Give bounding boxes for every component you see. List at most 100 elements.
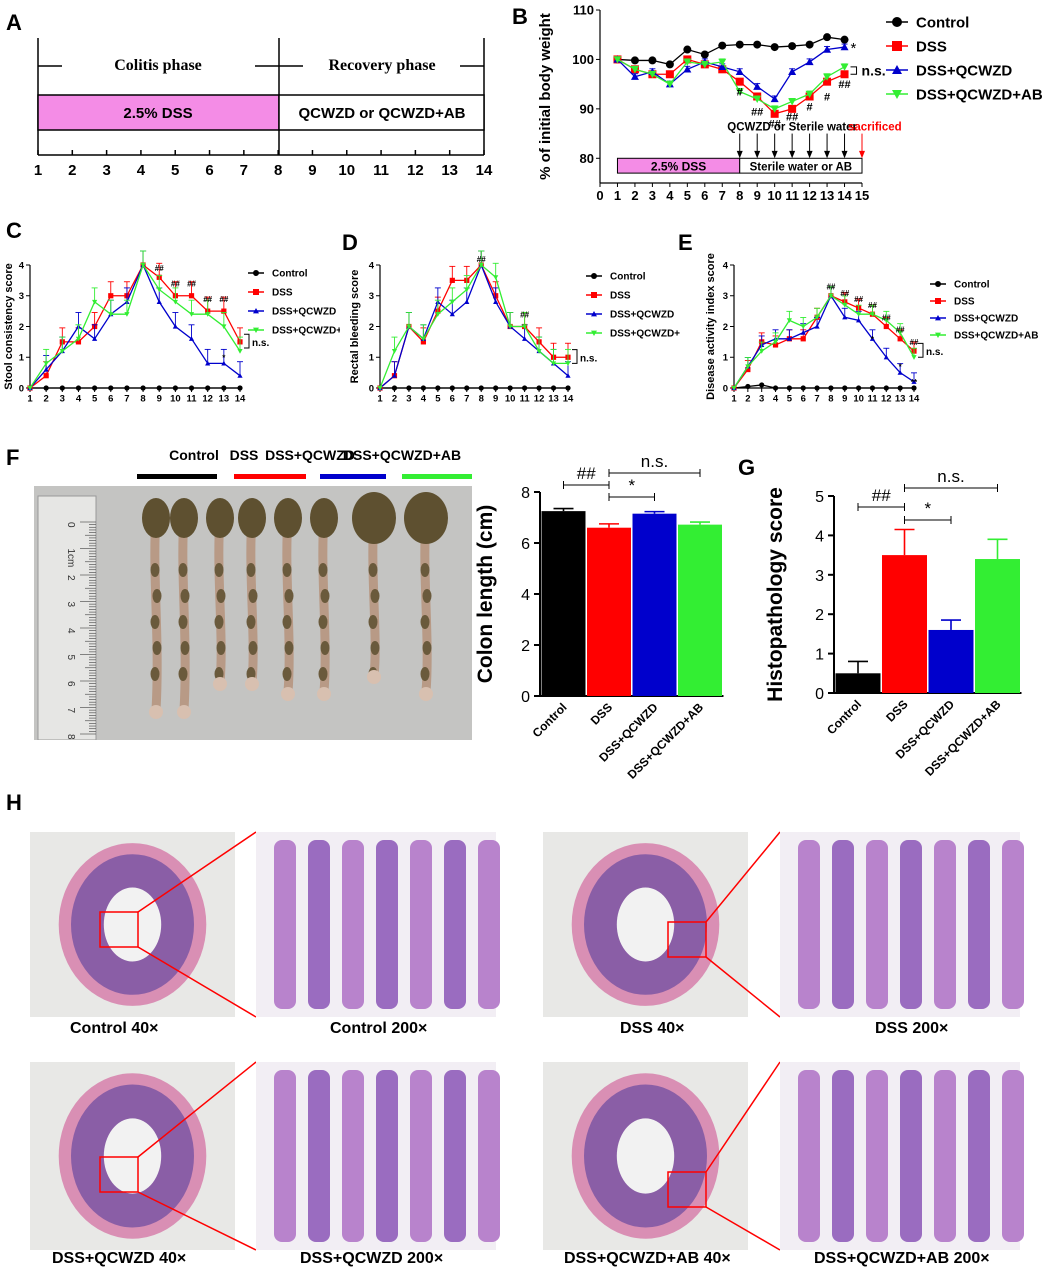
x-tick-label: 3 — [406, 394, 411, 405]
y-tick-label: 90 — [580, 101, 594, 116]
data-point — [630, 72, 639, 80]
data-point — [237, 385, 243, 391]
data-point — [406, 385, 412, 391]
x-tick-label: 12 — [881, 394, 892, 405]
x-tick-label: 1 — [614, 188, 621, 203]
x-tick-label: 9 — [157, 394, 162, 405]
legend-marker — [253, 308, 259, 314]
data-point — [770, 43, 779, 52]
data-point — [59, 349, 65, 354]
fecal-pellet — [178, 667, 188, 681]
crypt — [968, 1070, 990, 1242]
x-tick-label: 9 — [493, 394, 498, 405]
data-point — [124, 385, 130, 391]
x-tick-label: 14 — [837, 188, 852, 203]
fecal-pellet — [368, 615, 378, 629]
data-point — [522, 385, 528, 391]
x-tick-label: 0 — [596, 188, 603, 203]
ruler-label: 1cm — [65, 549, 76, 568]
crypt — [410, 840, 432, 1009]
data-point — [828, 293, 834, 299]
x-tick-label: 10 — [505, 394, 516, 405]
data-point — [92, 336, 98, 341]
x-tick-label: 5 — [435, 394, 441, 405]
y-tick-label: 1 — [369, 353, 375, 364]
data-point — [842, 302, 848, 308]
dosing-arrow-head — [771, 150, 778, 159]
data-point — [788, 67, 797, 75]
series-line — [29, 263, 241, 389]
day-label: 2 — [68, 162, 76, 179]
lumen — [103, 887, 162, 962]
colitis-phase-label: Colitis phase — [114, 57, 202, 74]
x-tick-label: 5 — [684, 188, 691, 203]
x-tick-label: 1 — [731, 394, 737, 405]
significance-hash: ## — [520, 310, 529, 319]
data-point — [753, 95, 762, 103]
series-3 — [731, 286, 917, 391]
zoom-region — [667, 921, 707, 958]
fecal-pellet — [178, 563, 188, 577]
data-point — [449, 299, 455, 305]
x-tick-label: 8 — [479, 394, 484, 405]
data-point — [745, 383, 751, 390]
ns-label: n.s. — [252, 338, 269, 349]
dosing-arrow-head — [789, 150, 796, 159]
data-point — [745, 366, 751, 373]
data-point — [205, 360, 211, 366]
crypt — [866, 840, 888, 1009]
data-point — [507, 324, 513, 330]
y-tick-label: 0 — [815, 686, 824, 703]
crypt — [308, 840, 330, 1009]
cecum — [310, 498, 338, 538]
fecal-pellet — [248, 641, 258, 655]
photo-label-qcwzd-ab: DSS+QCWZD+AB — [343, 447, 461, 463]
fecal-pellet — [180, 589, 190, 603]
data-point — [435, 385, 441, 391]
significance-hash: ## — [826, 283, 835, 292]
data-point — [718, 62, 727, 71]
x-tick-label: 7 — [464, 394, 469, 405]
fecal-pellet — [318, 563, 328, 577]
data-point — [156, 385, 162, 391]
legend-marker — [253, 289, 259, 295]
y-tick-label: 8 — [521, 485, 530, 502]
x-tick-label: Control — [530, 700, 570, 740]
day-label: 7 — [240, 162, 248, 179]
photo-label-dss: DSS — [230, 447, 259, 463]
panel-label-b: B — [512, 4, 528, 29]
y-axis-label: Stool consistency score — [3, 263, 15, 390]
data-point — [814, 385, 820, 391]
panel-label-h: H — [6, 790, 22, 815]
fecal-pellet — [180, 641, 190, 655]
histology-qcwzd-ab-200x — [780, 1062, 1024, 1250]
fecal-pellet — [150, 667, 160, 681]
data-point — [108, 312, 114, 317]
ns-bracket — [918, 342, 924, 358]
ruler-label: 0 — [65, 522, 76, 528]
significance-label: n.s. — [641, 452, 668, 471]
treatment-box-label: QCWZD or QCWZD+AB — [298, 105, 465, 122]
series-line — [29, 264, 241, 389]
x-tick-label: 13 — [219, 394, 230, 405]
data-point — [805, 90, 814, 99]
ruler-label: 4 — [65, 628, 76, 634]
y-tick-label: 5 — [815, 489, 824, 506]
histology-dss-40x — [543, 832, 748, 1017]
series-0 — [613, 33, 849, 69]
photo-label-control: Control — [169, 447, 219, 463]
data-point — [536, 385, 542, 391]
bar-2 — [632, 513, 677, 696]
x-tick-label: 10 — [170, 394, 181, 405]
x-tick-label: 2 — [392, 394, 397, 405]
legend-label-qcwzd_ab: DSS+QCWZD+AB — [610, 329, 680, 340]
cecum — [170, 498, 198, 538]
legend-marker — [591, 311, 597, 317]
crypt — [274, 1070, 296, 1242]
data-point — [43, 361, 49, 366]
legend-label-qcwzd: DSS+QCWZD — [272, 307, 336, 318]
series-1 — [27, 250, 243, 391]
fecal-pellet — [318, 667, 328, 681]
fecal-pellet — [216, 641, 226, 655]
data-point — [108, 385, 114, 391]
